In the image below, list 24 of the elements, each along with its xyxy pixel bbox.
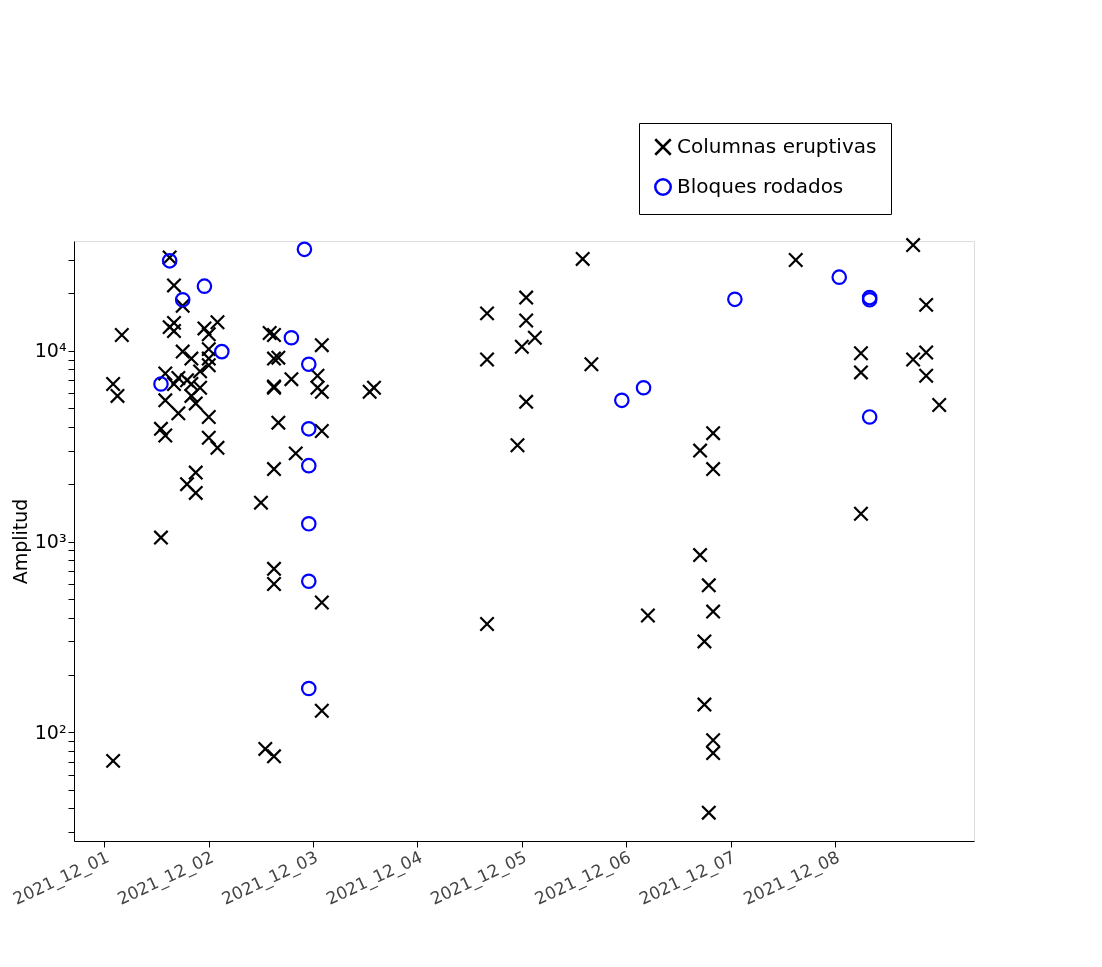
- point: [300, 457, 317, 474]
- legend-label: Columnas eruptivas: [677, 134, 877, 158]
- point: [174, 291, 191, 308]
- point: [861, 409, 878, 425]
- point: [635, 379, 652, 396]
- y-tick-label: 10⁴: [34, 339, 67, 362]
- point: [300, 573, 317, 590]
- point: [300, 356, 317, 373]
- point: [153, 376, 169, 392]
- point: [283, 329, 300, 346]
- point: [300, 680, 317, 697]
- point: [300, 516, 317, 532]
- y-axis-title: Amplitud: [8, 498, 31, 585]
- y-tick-label: 10²: [34, 720, 67, 743]
- point: [614, 392, 630, 409]
- legend-label: Bloques rodados: [677, 174, 844, 198]
- point: [300, 421, 317, 437]
- y-tick-label: 10³: [34, 530, 67, 553]
- point: [196, 278, 213, 294]
- point: [831, 269, 848, 285]
- point: [727, 291, 743, 308]
- point: [296, 241, 313, 258]
- point: [161, 253, 178, 269]
- point: [214, 343, 230, 360]
